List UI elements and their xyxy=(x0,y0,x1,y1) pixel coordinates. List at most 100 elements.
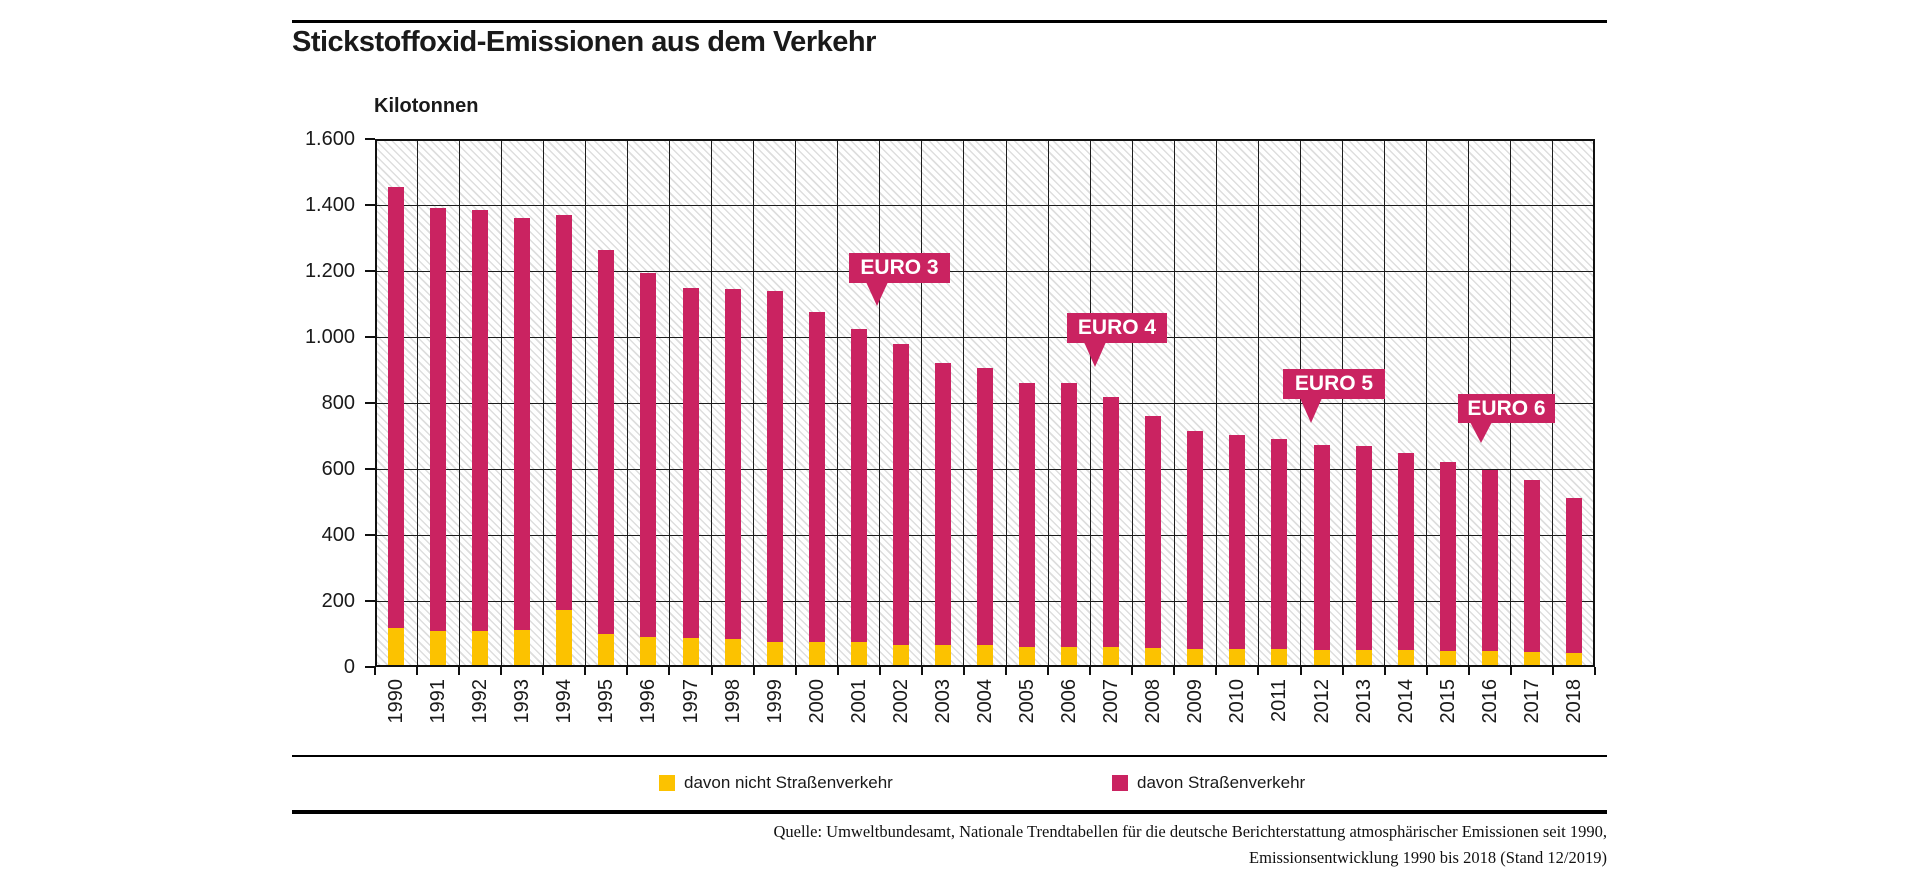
y-axis-label: 1.200 xyxy=(304,260,355,282)
bar-segment-road-2003 xyxy=(934,363,951,645)
y-tick xyxy=(365,468,375,470)
bar-segment-road-1992 xyxy=(472,209,489,632)
x-tick xyxy=(1131,667,1134,675)
y-tick xyxy=(365,204,375,206)
x-axis-label: 2007 xyxy=(1100,679,1123,724)
x-tick xyxy=(1257,667,1260,675)
bar-segment-nonroad-2001 xyxy=(850,642,867,667)
bar-segment-road-1993 xyxy=(514,218,531,631)
x-tick xyxy=(1341,667,1344,675)
x-tick xyxy=(1509,667,1512,675)
bar-segment-road-2007 xyxy=(1103,397,1120,648)
bottom-rule xyxy=(292,810,1607,814)
x-axis-label: 2016 xyxy=(1478,679,1501,724)
bar-segment-nonroad-1993 xyxy=(514,630,531,667)
x-axis-label: 1998 xyxy=(721,679,744,724)
x-axis-label: 2014 xyxy=(1394,679,1417,724)
y-tick xyxy=(365,402,375,404)
x-tick xyxy=(1383,667,1386,675)
x-axis-label: 2017 xyxy=(1520,679,1543,724)
bar-segment-nonroad-1999 xyxy=(766,641,783,667)
bar-segment-road-2009 xyxy=(1187,431,1204,649)
bar-segment-nonroad-2012 xyxy=(1313,649,1330,667)
source-line-1: Quelle: Umweltbundesamt, Nationale Trend… xyxy=(773,822,1607,841)
bar-segment-road-1995 xyxy=(598,249,615,634)
x-axis-label: 1990 xyxy=(385,679,408,724)
top-rule xyxy=(292,20,1607,23)
bar-segment-road-2018 xyxy=(1565,498,1582,653)
x-axis-label: 2009 xyxy=(1184,679,1207,724)
y-axis-label: 0 xyxy=(343,656,355,678)
x-tick xyxy=(416,667,419,675)
x-tick xyxy=(752,667,755,675)
bar-segment-nonroad-1992 xyxy=(472,631,489,667)
bar-segment-nonroad-2005 xyxy=(1019,646,1036,667)
euro-badge: EURO 5 xyxy=(1283,369,1385,399)
bar-segment-nonroad-1996 xyxy=(640,636,657,667)
bar-segment-nonroad-2016 xyxy=(1481,651,1498,667)
x-axis-label: 2006 xyxy=(1058,679,1081,724)
x-tick xyxy=(1594,667,1596,675)
x-tick xyxy=(584,667,587,675)
bar-segment-road-1991 xyxy=(430,208,447,632)
x-axis-label: 2015 xyxy=(1436,679,1459,724)
bar-segment-road-2008 xyxy=(1145,416,1162,648)
x-axis-label: 2002 xyxy=(889,679,912,724)
x-tick xyxy=(794,667,797,675)
bar-segment-nonroad-2014 xyxy=(1397,650,1414,667)
y-axis-label: 600 xyxy=(321,458,355,480)
source-line-2: Emissionsentwicklung 1990 bis 2018 (Stan… xyxy=(1249,848,1607,867)
bar-segment-nonroad-2017 xyxy=(1523,652,1540,667)
x-tick xyxy=(878,667,881,675)
x-axis-label: 2008 xyxy=(1142,679,1165,724)
euro-badge: EURO 4 xyxy=(1067,313,1167,343)
x-tick xyxy=(962,667,965,675)
source-text: Quelle: Umweltbundesamt, Nationale Trend… xyxy=(773,819,1607,871)
bar-segment-road-1996 xyxy=(640,272,657,637)
x-tick xyxy=(374,667,376,675)
x-axis-label: 1996 xyxy=(637,679,660,724)
bar-segment-road-2004 xyxy=(977,368,993,645)
y-axis-label: 1.600 xyxy=(304,128,355,150)
mid-rule xyxy=(292,755,1607,757)
x-axis-label: 2003 xyxy=(931,679,954,724)
x-tick xyxy=(500,667,503,675)
bar-segment-nonroad-1991 xyxy=(430,631,447,667)
y-axis-label: 1.000 xyxy=(304,326,355,348)
x-tick xyxy=(626,667,629,675)
x-axis-label: 2011 xyxy=(1268,679,1291,723)
plot-area xyxy=(375,139,1595,667)
bar-segment-nonroad-1995 xyxy=(598,634,615,667)
grid-hline xyxy=(375,204,1595,206)
bar-segment-nonroad-1990 xyxy=(388,628,405,667)
y-axis-label: 800 xyxy=(321,392,355,414)
x-tick xyxy=(1299,667,1302,675)
bar-segment-nonroad-2018 xyxy=(1565,652,1582,667)
bar-segment-nonroad-1998 xyxy=(724,638,741,667)
y-tick xyxy=(365,270,375,272)
legend-label: davon nicht Straßenverkehr xyxy=(684,773,893,792)
bar-segment-road-2005 xyxy=(1019,383,1036,647)
y-axis-label: 200 xyxy=(321,590,355,612)
bar-segment-road-2015 xyxy=(1439,462,1456,652)
bar-segment-road-1997 xyxy=(682,288,699,638)
y-axis-label: 1.400 xyxy=(304,194,355,216)
bar-segment-nonroad-2008 xyxy=(1145,647,1162,667)
bar-segment-road-1998 xyxy=(724,289,741,639)
bar-segment-nonroad-2002 xyxy=(892,644,909,667)
x-axis-label: 1999 xyxy=(763,679,786,724)
bar-segment-road-2014 xyxy=(1397,453,1414,651)
bar-segment-nonroad-2000 xyxy=(808,642,825,667)
x-tick xyxy=(920,667,923,675)
bar-segment-road-1990 xyxy=(388,186,405,629)
euro-badge-pointer xyxy=(1470,422,1492,443)
x-axis-label: 1995 xyxy=(595,679,618,724)
y-axis-unit-label: Kilotonnen xyxy=(374,95,479,117)
legend-swatch xyxy=(659,775,675,791)
bar-segment-road-2013 xyxy=(1355,445,1372,650)
y-tick xyxy=(365,666,375,668)
bar-segment-nonroad-2003 xyxy=(934,644,951,667)
bar-segment-nonroad-2013 xyxy=(1355,649,1372,667)
legend-label: davon Straßenverkehr xyxy=(1137,773,1306,792)
